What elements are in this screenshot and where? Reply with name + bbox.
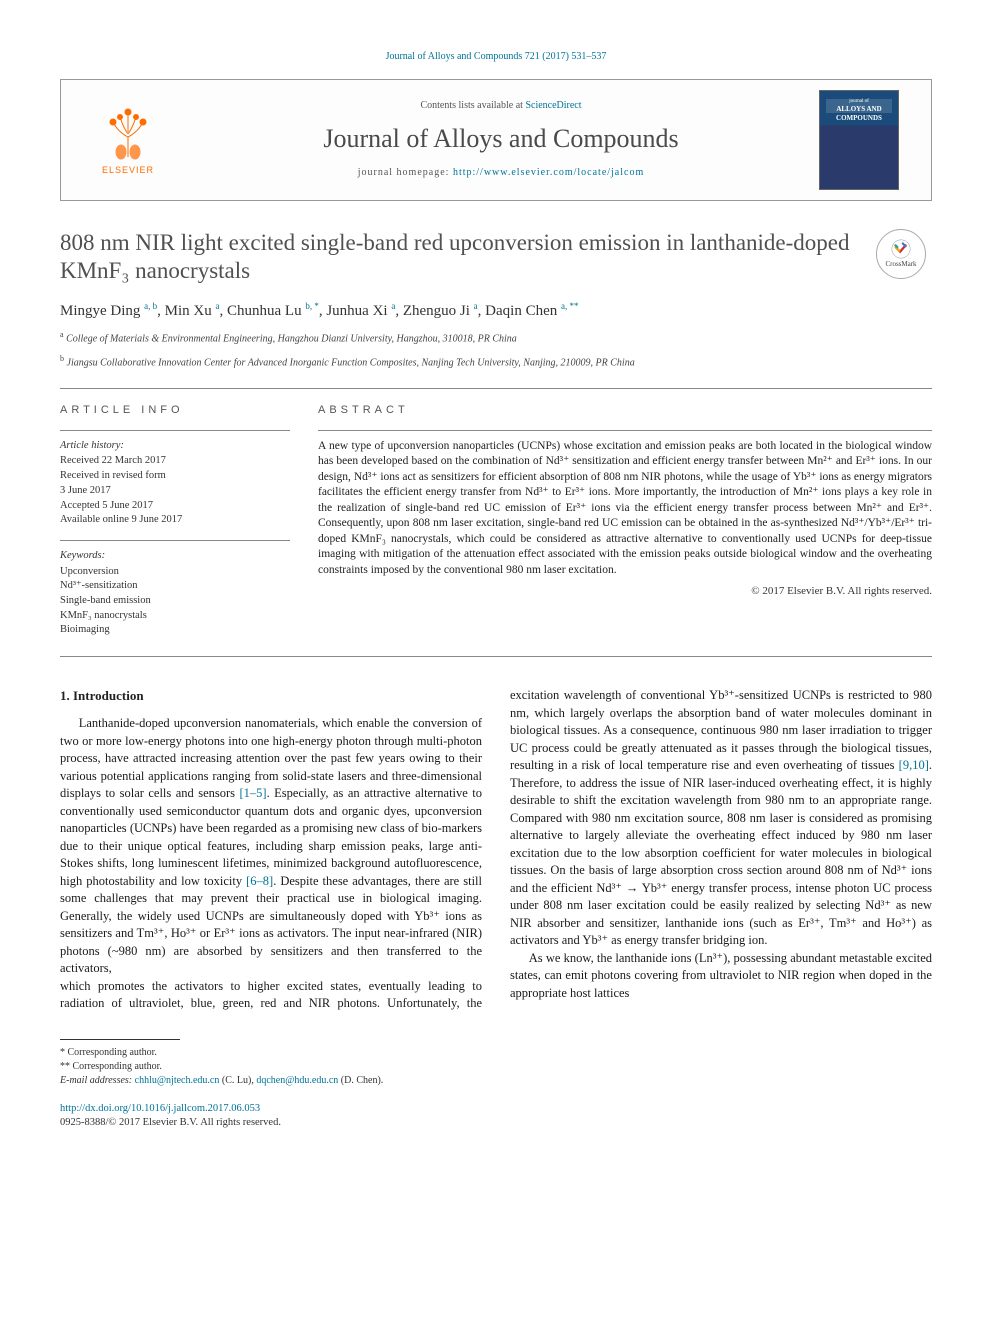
received-date: Received 22 March 2017: [60, 454, 290, 469]
footer-divider: [60, 1039, 180, 1040]
p2b: . Therefore, to address the issue of NIR…: [510, 758, 932, 947]
keywords-label: Keywords:: [60, 549, 290, 564]
journal-homepage-line: journal homepage: http://www.elsevier.co…: [183, 166, 819, 180]
article-body: 1. Introduction Lanthanide-doped upconve…: [60, 687, 932, 1013]
corresponding-author-2: ** Corresponding author.: [60, 1060, 932, 1074]
contents-prefix: Contents lists available at: [420, 100, 525, 111]
divider-top: [60, 388, 932, 389]
divider-mid: [60, 656, 932, 657]
abstract-column: ABSTRACT A new type of upconversion nano…: [318, 403, 932, 638]
journal-masthead: ELSEVIER Contents lists available at Sci…: [60, 79, 932, 201]
journal-name: Journal of Alloys and Compounds: [183, 121, 819, 156]
email-link-1[interactable]: chhlu@njtech.edu.cn: [135, 1075, 220, 1086]
doi-link[interactable]: http://dx.doi.org/10.1016/j.jallcom.2017…: [60, 1103, 260, 1114]
sciencedirect-link[interactable]: ScienceDirect: [525, 100, 581, 111]
abstract-text: A new type of upconversion nanoparticles…: [318, 439, 932, 579]
citation-6-8[interactable]: [6–8]: [246, 874, 273, 888]
elsevier-logo: ELSEVIER: [73, 102, 183, 176]
keyword-item: Single-band emission: [60, 594, 290, 609]
affiliation-b: b Jiangsu Collaborative Innovation Cente…: [60, 353, 932, 370]
elsevier-tree-icon: [98, 102, 158, 162]
info-divider: [60, 430, 290, 431]
crossmark-label: CrossMark: [885, 260, 916, 269]
keywords-list: UpconversionNd³⁺-sensitizationSingle-ban…: [60, 565, 290, 638]
p1b: . Especially, as an attractive alternati…: [60, 786, 482, 888]
history-label: Article history:: [60, 439, 290, 454]
article-info-heading: ARTICLE INFO: [60, 403, 290, 418]
accepted-date: Accepted 5 June 2017: [60, 499, 290, 514]
email-link-2[interactable]: dqchen@hdu.edu.cn: [256, 1075, 338, 1086]
corresponding-author-1: * Corresponding author.: [60, 1046, 932, 1060]
keyword-item: Upconversion: [60, 565, 290, 580]
abstract-divider: [318, 430, 932, 431]
body-paragraph-1: Lanthanide-doped upconversion nanomateri…: [60, 715, 482, 978]
abstract-copyright: © 2017 Elsevier B.V. All rights reserved…: [318, 584, 932, 599]
email1-name: (C. Lu),: [219, 1075, 256, 1086]
doi-row: http://dx.doi.org/10.1016/j.jallcom.2017…: [60, 1102, 932, 1117]
revised-label: Received in revised form: [60, 469, 290, 484]
keyword-item: Bioimaging: [60, 623, 290, 638]
running-header: Journal of Alloys and Compounds 721 (201…: [60, 50, 932, 64]
homepage-link[interactable]: http://www.elsevier.com/locate/jalcom: [453, 167, 644, 178]
email-addresses: E-mail addresses: chhlu@njtech.edu.cn (C…: [60, 1074, 932, 1088]
keyword-item: Nd³⁺-sensitization: [60, 579, 290, 594]
contents-lists-line: Contents lists available at ScienceDirec…: [183, 99, 819, 113]
homepage-prefix: journal homepage:: [358, 167, 453, 178]
abstract-heading: ABSTRACT: [318, 403, 932, 418]
author-list: Mingye Ding a, b, Min Xu a, Chunhua Lu b…: [60, 300, 932, 321]
body-paragraph-3: As we know, the lanthanide ions (Ln³⁺), …: [510, 950, 932, 1003]
citation-1-5[interactable]: [1–5]: [240, 786, 267, 800]
citation-9-10[interactable]: [9,10]: [899, 758, 929, 772]
affiliation-a-text: College of Materials & Environmental Eng…: [66, 334, 517, 345]
revised-date: 3 June 2017: [60, 484, 290, 499]
article-info-column: ARTICLE INFO Article history: Received 2…: [60, 403, 290, 638]
affiliation-a: a College of Materials & Environmental E…: [60, 329, 932, 346]
cover-title-text: ALLOYS AND COMPOUNDS: [820, 105, 898, 124]
p1c: . Despite these advantages, there are st…: [60, 874, 482, 976]
crossmark-badge[interactable]: CrossMark: [876, 229, 926, 279]
emails-label: E-mail addresses:: [60, 1075, 135, 1086]
online-date: Available online 9 June 2017: [60, 513, 290, 528]
section-1-heading: 1. Introduction: [60, 687, 482, 705]
elsevier-wordmark: ELSEVIER: [102, 164, 154, 176]
footer-block: * Corresponding author. ** Corresponding…: [60, 1039, 932, 1131]
affiliation-b-text: Jiangsu Collaborative Innovation Center …: [67, 357, 635, 368]
keyword-item: KMnF₃ nanocrystals: [60, 609, 290, 624]
issn-copyright: 0925-8388/© 2017 Elsevier B.V. All right…: [60, 1116, 932, 1131]
info-divider-2: [60, 540, 290, 541]
article-title: 808 nm NIR light excited single-band red…: [60, 229, 864, 287]
journal-cover-thumbnail: journal of ALLOYS AND COMPOUNDS: [819, 90, 899, 190]
email2-name: (D. Chen).: [338, 1075, 383, 1086]
